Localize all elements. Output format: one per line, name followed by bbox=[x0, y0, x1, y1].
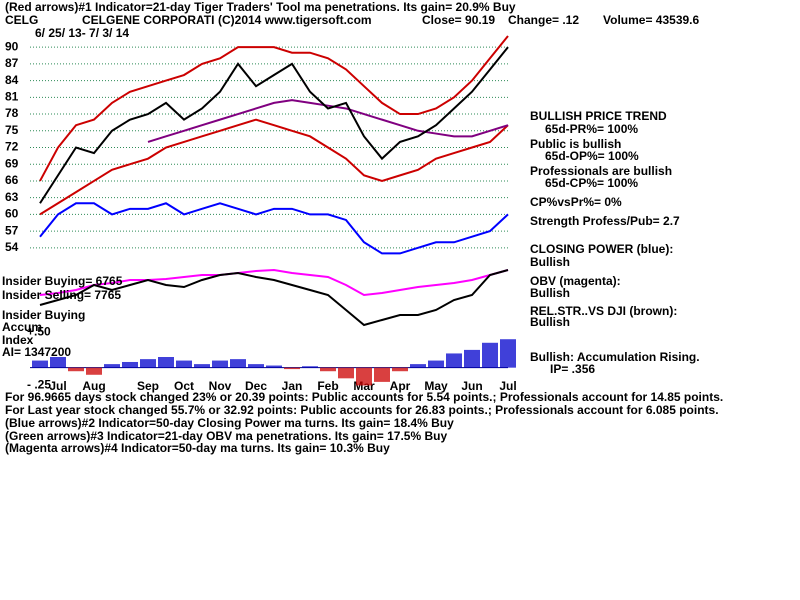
side-text: Bullish bbox=[530, 255, 570, 269]
bar bbox=[248, 364, 264, 368]
bar bbox=[392, 367, 408, 372]
bar bbox=[50, 357, 66, 368]
x-tick-label: Feb bbox=[317, 379, 338, 393]
header-text: CELGENE CORPORATI bbox=[82, 13, 214, 27]
side-text: Bullish bbox=[530, 286, 570, 300]
footer-text: For Last year stock changed 55.7% or 32.… bbox=[5, 403, 719, 417]
side-text: Public is bullish bbox=[530, 137, 621, 151]
left-text: Insider Buying= 6765 bbox=[2, 274, 123, 288]
bar bbox=[320, 367, 336, 372]
side-text: CLOSING POWER (blue): bbox=[530, 242, 673, 256]
y-tick-label: 63 bbox=[5, 190, 19, 204]
series-line bbox=[39, 35, 509, 182]
header-text: (Red arrows)#1 Indicator=21-day Tiger Tr… bbox=[5, 0, 516, 14]
y-tick-label: 72 bbox=[5, 140, 19, 154]
x-tick-label: Oct bbox=[174, 379, 194, 393]
bar bbox=[32, 360, 48, 368]
bar bbox=[482, 342, 498, 368]
x-tick-label: Sep bbox=[137, 379, 159, 393]
bar bbox=[374, 367, 390, 382]
footer-text: (Blue arrows)#2 Indicator=50-day Closing… bbox=[5, 416, 454, 430]
series-line bbox=[39, 269, 509, 327]
bar bbox=[86, 367, 102, 375]
bar bbox=[464, 349, 480, 368]
y-tick-label: 60 bbox=[5, 207, 19, 221]
y-tick-label: 78 bbox=[5, 106, 19, 120]
y-tick-label: 84 bbox=[5, 73, 19, 87]
footer-text: For 96.9665 days stock changed 23% or 20… bbox=[5, 390, 723, 404]
header-text: Change= .12 bbox=[508, 13, 579, 27]
x-tick-label: Apr bbox=[390, 379, 411, 393]
x-tick-label: Jul bbox=[499, 379, 516, 393]
side-text: OBV (magenta): bbox=[530, 274, 621, 288]
bar bbox=[428, 360, 444, 368]
y-tick-label: 75 bbox=[5, 123, 19, 137]
bar bbox=[122, 361, 138, 368]
footer-text: (Green arrows)#3 Indicator=21-day OBV ma… bbox=[5, 429, 447, 443]
header-text: CELG bbox=[5, 13, 38, 27]
side-text: Bullish: Accumulation Rising. bbox=[530, 350, 700, 364]
y-tick-label: 90 bbox=[5, 39, 19, 53]
bar bbox=[104, 364, 120, 368]
bar bbox=[446, 353, 462, 368]
bar bbox=[356, 367, 372, 386]
left-text: Insider Buying bbox=[2, 308, 85, 322]
side-text: 65d-PR%= 100% bbox=[545, 122, 638, 136]
x-tick-label: Nov bbox=[209, 379, 232, 393]
series-line bbox=[39, 118, 509, 216]
bar bbox=[500, 339, 516, 368]
x-tick-label: Jan bbox=[282, 379, 303, 393]
bar bbox=[302, 366, 318, 368]
footer-text: (Magenta arrows)#4 Indicator=50-day ma t… bbox=[5, 441, 390, 455]
side-text: 65d-OP%= 100% bbox=[545, 149, 639, 163]
y-tick-label: 57 bbox=[5, 223, 19, 237]
bar bbox=[176, 360, 192, 368]
y-tick-label: 81 bbox=[5, 89, 19, 103]
side-text: Strength Profess/Pub= 2.7 bbox=[530, 214, 680, 228]
side-text: Professionals are bullish bbox=[530, 164, 672, 178]
y-tick-label: 87 bbox=[5, 56, 19, 70]
side-text: CP%vsPr%= 0% bbox=[530, 195, 622, 209]
bar bbox=[194, 364, 210, 368]
y-tick-label: +.50 bbox=[27, 324, 51, 338]
y-tick-label: - .25 bbox=[27, 378, 51, 392]
bar bbox=[158, 357, 174, 368]
left-text: Insider Selling= 7765 bbox=[2, 288, 121, 302]
bar bbox=[266, 365, 282, 368]
header-text: (C)2014 www.tigersoft.com bbox=[218, 13, 372, 27]
bar bbox=[212, 360, 228, 368]
x-tick-label: Jul bbox=[49, 379, 66, 393]
side-text: REL.STR..VS DJI (brown): bbox=[530, 304, 677, 318]
x-tick-label: Aug bbox=[82, 379, 105, 393]
x-tick-label: Dec bbox=[245, 379, 267, 393]
left-text: Index bbox=[2, 333, 34, 347]
series-line bbox=[39, 268, 509, 297]
left-text: AI= 1347200 bbox=[2, 345, 71, 359]
bar bbox=[410, 364, 426, 368]
bar bbox=[140, 359, 156, 368]
y-tick-label: 54 bbox=[5, 240, 19, 254]
side-text: 65d-CP%= 100% bbox=[545, 176, 638, 190]
side-text: Bullish bbox=[530, 315, 570, 329]
side-text: IP= .356 bbox=[550, 362, 595, 376]
x-tick-label: Jun bbox=[461, 379, 482, 393]
bar bbox=[284, 367, 300, 370]
x-tick-label: May bbox=[424, 379, 448, 393]
series-line bbox=[147, 99, 509, 143]
y-tick-label: 69 bbox=[5, 156, 19, 170]
y-tick-label: 66 bbox=[5, 173, 19, 187]
left-text: Accum bbox=[2, 320, 42, 334]
side-text: BULLISH PRICE TREND bbox=[530, 109, 667, 123]
bar bbox=[338, 367, 354, 379]
header-text: Volume= 43539.6 bbox=[603, 13, 699, 27]
header-text: Close= 90.19 bbox=[422, 13, 495, 27]
series-line bbox=[39, 202, 509, 255]
bar bbox=[230, 359, 246, 368]
series-line bbox=[39, 46, 509, 204]
header-text: 6/ 25/ 13- 7/ 3/ 14 bbox=[35, 26, 129, 40]
bar bbox=[68, 367, 84, 372]
